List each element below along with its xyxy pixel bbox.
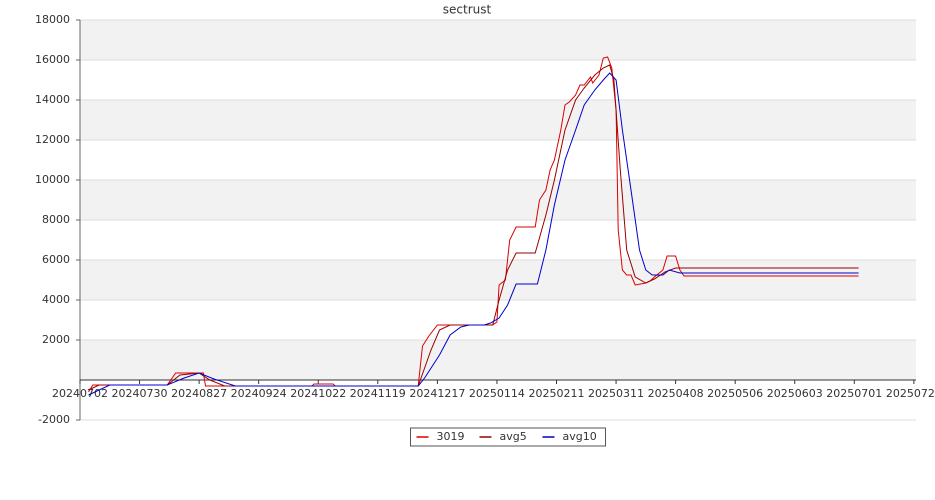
x-tick-label: 20240730 — [112, 387, 168, 400]
y-tick-label: 2000 — [42, 333, 70, 346]
x-tick-label: 20250408 — [648, 387, 704, 400]
x-tick-label: 20250701 — [826, 387, 882, 400]
y-tick-label: 4000 — [42, 293, 70, 306]
series-line — [88, 56, 859, 393]
x-tick-label: 20250114 — [469, 387, 525, 400]
grid-band — [80, 100, 916, 140]
y-tick-label: 8000 — [42, 213, 70, 226]
legend: 3019 avg5 avg10 — [410, 427, 606, 447]
x-tick-label: 20241217 — [409, 387, 465, 400]
y-tick-label: -2000 — [38, 413, 70, 426]
legend-label: avg10 — [563, 430, 597, 443]
y-tick-label: 14000 — [35, 93, 70, 106]
legend-label: 3019 — [437, 430, 465, 443]
bands — [80, 20, 916, 380]
x-tick-label: 20250729 — [886, 387, 935, 400]
x-tick-label: 20241119 — [350, 387, 406, 400]
legend-label: avg5 — [500, 430, 527, 443]
chart-title: sectrust — [443, 3, 492, 17]
grid-band — [80, 20, 916, 60]
y-tick-label: 6000 — [42, 253, 70, 266]
x-tick-label: 20240924 — [231, 387, 287, 400]
series-line — [88, 72, 859, 396]
grid-band — [80, 180, 916, 220]
x-tick-label: 20250506 — [707, 387, 763, 400]
x-tick-label: 20240702 — [52, 387, 108, 400]
x-tick-label: 20250311 — [588, 387, 644, 400]
y-tick-label: 18000 — [35, 13, 70, 26]
series-line — [88, 64, 859, 391]
y-tick-label: 12000 — [35, 133, 70, 146]
legend-box — [410, 427, 606, 447]
x-tick-label: 20240827 — [171, 387, 227, 400]
x-tick-label: 20250603 — [767, 387, 823, 400]
y-tick-label: 10000 — [35, 173, 70, 186]
x-tick-label: 20250211 — [528, 387, 584, 400]
x-tick-label: 20241022 — [290, 387, 346, 400]
y-tick-label: 16000 — [35, 53, 70, 66]
grid-band — [80, 260, 916, 300]
grid-band — [80, 340, 916, 380]
